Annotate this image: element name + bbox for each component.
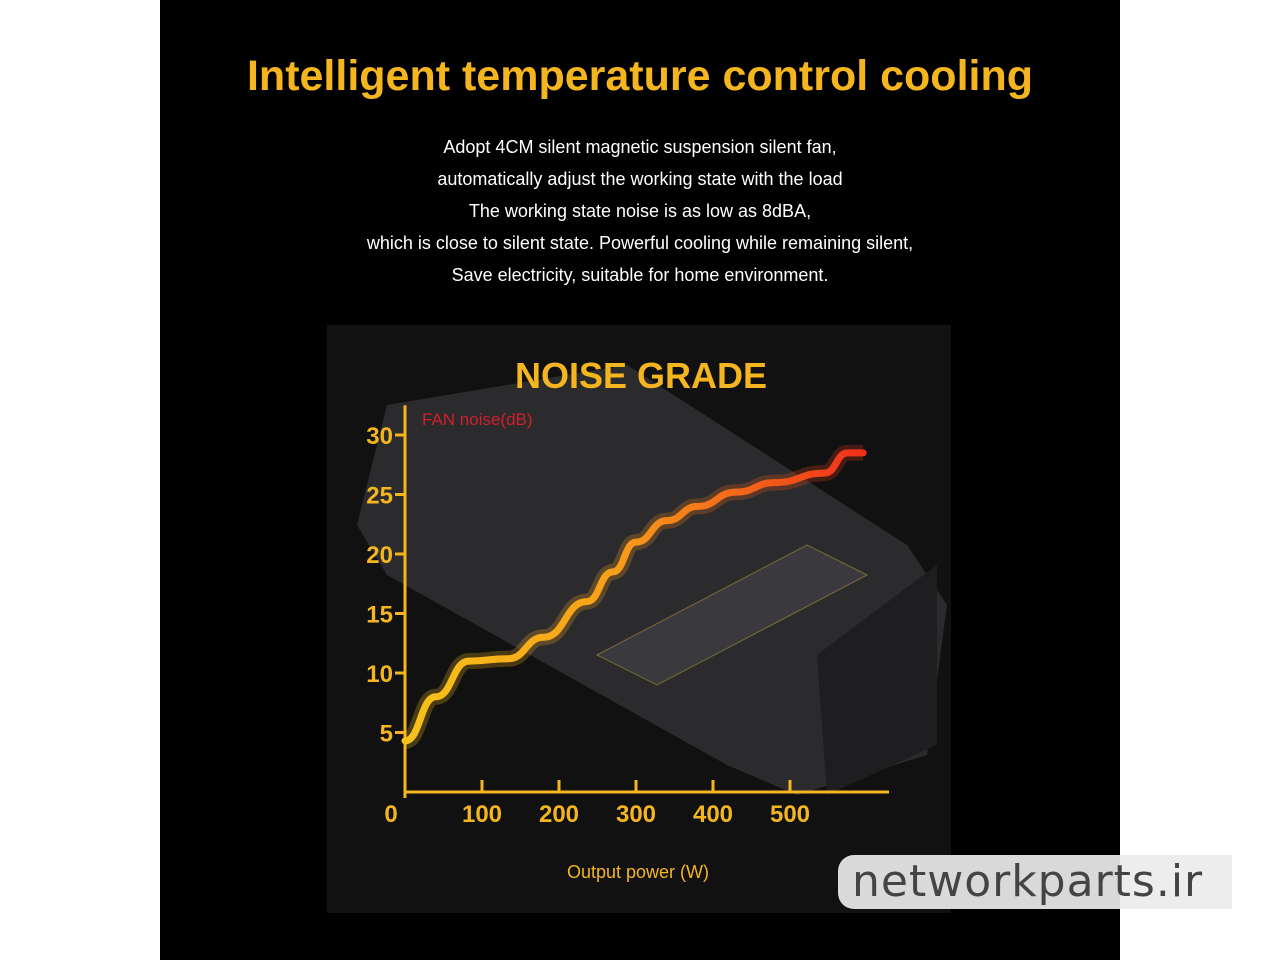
headline: Intelligent temperature control cooling	[246, 52, 1033, 100]
description-line: which is close to silent state. Powerful…	[366, 233, 914, 253]
description-line: Save electricity, suitable for home envi…	[451, 265, 829, 285]
description-line: The working state noise is as low as 8dB…	[468, 201, 812, 221]
psu-photo	[357, 365, 947, 795]
y-tick-label: 10	[366, 661, 393, 688]
psu-fan-panel	[817, 565, 937, 795]
noise-curve	[401, 449, 867, 745]
x-tick-label: 100	[462, 801, 502, 828]
chart-title: NOISE GRADE	[515, 355, 767, 396]
y-tick-label: 5	[380, 721, 393, 748]
psu-label	[595, 544, 869, 686]
description: Adopt 4CM silent magnetic suspension sil…	[160, 131, 1120, 291]
watermark-logo: networkparts.ir	[838, 855, 1232, 909]
y-tick-label: 30	[366, 423, 393, 450]
chart-container: NOISE GRADE FAN noise(dB) Output power (…	[327, 325, 951, 913]
y-axis-label: FAN noise(dB)	[422, 410, 533, 429]
description-line: Adopt 4CM silent magnetic suspension sil…	[443, 137, 837, 157]
x-tick-label: 0	[384, 801, 397, 828]
x-tick-label: 400	[693, 801, 733, 828]
y-tick-label: 20	[366, 542, 393, 569]
x-tick-label: 300	[616, 801, 656, 828]
y-tick-label: 25	[366, 483, 393, 510]
x-axis-label: Output power (W)	[567, 862, 709, 882]
description-line: automatically adjust the working state w…	[437, 169, 843, 189]
y-tick-label: 15	[366, 602, 393, 629]
x-tick-label: 200	[539, 801, 579, 828]
x-tick-label: 500	[770, 801, 810, 828]
noise-chart: NOISE GRADE FAN noise(dB) Output power (…	[357, 355, 947, 882]
